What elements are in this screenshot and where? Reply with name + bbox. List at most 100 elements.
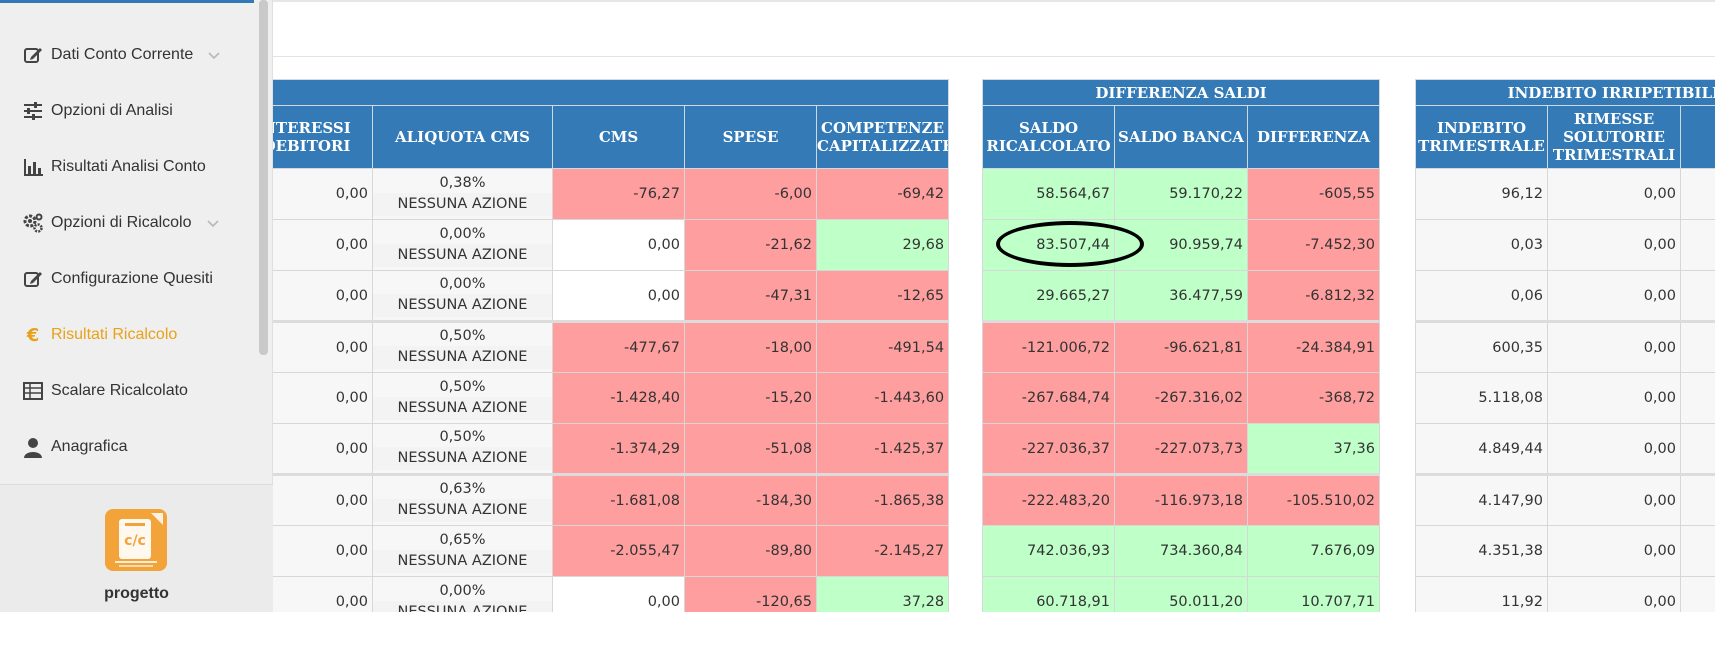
cms-cell: 0,00 [552,219,685,271]
sidebar-item-scalare-ricalcolato[interactable]: Scalare Ricalcolato [20,376,188,406]
aliquota-cms-cell: 0,00% NESSUNA AZIONE [372,270,553,322]
table-row: -222.483,20 -116.973,18 -105.510,02 [982,473,1380,526]
truncated-cell [1679,168,1715,220]
table-row: 83.507,44 90.959,74 -7.452,30 [982,219,1380,271]
aliquota-cms-cell: 0,38% NESSUNA AZIONE [372,168,553,220]
sidebar-item-label: Configurazione Quesiti [51,270,213,287]
column-header: RIMESSE SOLUTORIE TRIMESTRALI [1547,105,1681,169]
competenze-cell: -491,54 [815,320,950,373]
table-row: 5.118,08 0,00 [1415,372,1715,424]
cms-cell: -2.055,47 [552,525,685,577]
chevron-down-icon[interactable] [206,216,220,230]
aliquota-cms-cell: 0,00% NESSUNA AZIONE [372,219,553,271]
spese-cell: -6,00 [684,168,817,220]
saldo-ricalcolato-cell: 83.507,44 [982,219,1115,271]
truncated-cell [1679,320,1715,373]
truncated-cell [1679,576,1715,612]
sidebar-item-label: Risultati Analisi Conto [51,158,206,175]
saldo-banca-cell: -96.621,81 [1114,320,1248,373]
sidebar-item-dati-conto-corrente[interactable]: Dati Conto Corrente [20,40,221,70]
competenze-cell: -69,42 [815,168,950,220]
aliquota-value: 0,50% [439,429,486,445]
table-row: -267.684,74 -267.316,02 -368,72 [982,372,1380,424]
sidebar-item-risultati-analisi-conto[interactable]: Risultati Analisi Conto [20,152,206,182]
aliquota-value: 0,50% [439,328,486,344]
cms-cell: -1.374,29 [552,423,685,475]
rimesse-solutorie-cell: 0,00 [1547,423,1681,475]
saldo-banca-cell: -267.316,02 [1114,372,1248,424]
saldo-ricalcolato-cell: -267.684,74 [982,372,1115,424]
table-row: 0,00 0,63% NESSUNA AZIONE -1.681,08 -184,30-… [240,473,950,526]
differenza-cell: -368,72 [1247,372,1380,424]
chevron-down-icon[interactable] [207,48,221,62]
indebito-trimestrale-cell: 0,06 [1415,270,1548,322]
sidebar-item-label: Dati Conto Corrente [51,46,194,63]
cms-cell: -1.428,40 [552,372,685,424]
indebito-trimestrale-cell: 11,92 [1415,576,1548,612]
cms-cell: -477,67 [552,320,685,373]
column-header: SALDO RICALCOLATO [982,105,1115,169]
competenze-cell: -1.865,38 [815,473,950,526]
saldo-ricalcolato-cell: 29.665,27 [982,270,1115,322]
sidebar-item-label: Opzioni di Analisi [51,102,173,119]
sidebar-item-risultati-ricalcolo[interactable]: € Risultati Ricalcolo [20,320,178,350]
aliquota-cms-cell: 0,63% NESSUNA AZIONE [372,473,553,526]
table-row: 11,92 0,00 [1415,576,1715,612]
table-row: -121.006,72 -96.621,81 -24.384,91 [982,320,1380,373]
page-bottom-area [0,612,1715,648]
table-row: 4.849,44 0,00 [1415,423,1715,475]
competenze-cell: -1.443,60 [815,372,950,424]
indebito-trimestrale-cell: 5.118,08 [1415,372,1548,424]
saldo-ricalcolato-cell: -222.483,20 [982,473,1115,526]
calcolo-table: NTERESSI DEBITORI ALIQUOTA CMS CMS SPESE COM… [239,79,950,612]
truncated-cell [1679,473,1715,526]
rimesse-solutorie-cell: 0,00 [1547,320,1681,373]
truncated-cell [1679,423,1715,475]
table-row: 742.036,93 734.360,84 7.676,09 [982,525,1380,577]
table-row: 60.718,91 50.011,20 10.707,71 [982,576,1380,612]
indebito-trimestrale-cell: 600,35 [1415,320,1548,373]
differenza-cell: 7.676,09 [1247,525,1380,577]
sidebar-accent-bar [0,0,254,3]
euro-icon: € [20,324,46,346]
table-row: 0,06 0,00 [1415,270,1715,322]
truncated-cell [1679,525,1715,577]
cms-cell: 0,00 [552,270,685,322]
spese-cell: -51,08 [684,423,817,475]
column-header: CMS [552,105,685,169]
saldo-ricalcolato-cell: 742.036,93 [982,525,1115,577]
differenza-cell: -24.384,91 [1247,320,1380,373]
table-row: 0,00 0,65% NESSUNA AZIONE -2.055,47 -89,80 -2… [240,525,950,577]
project-label: progetto [104,585,169,602]
project-logo[interactable]: c/c [105,509,167,571]
indebito-trimestrale-cell: 4.849,44 [1415,423,1548,475]
cc-logo-icon: c/c [115,513,163,567]
rimesse-solutorie-cell: 0,00 [1547,219,1681,271]
sidebar-menu: Dati Conto Corrente Opzioni di Analisi Ris… [0,22,255,484]
rimesse-solutorie-cell: 0,00 [1547,525,1681,577]
saldo-banca-cell: -227.073,73 [1114,423,1248,475]
column-header: INDEBITO TRIMESTRALE [1415,105,1548,169]
sidebar-item-opzioni-di-ricalcolo[interactable]: Opzioni di Ricalcolo [20,208,220,238]
sidebar-item-anagrafica[interactable]: Anagrafica [20,432,128,462]
aliquota-value: 0,00% [439,276,486,292]
table-row: 4.147,90 0,00 [1415,473,1715,526]
sidebar-scrollbar[interactable] [259,0,268,355]
sidebar-item-opzioni-di-analisi[interactable]: Opzioni di Analisi [20,96,173,126]
saldo-banca-cell: 50.011,20 [1114,576,1248,612]
sidebar-item-label: Opzioni di Ricalcolo [51,214,192,231]
table-row: 0,00 0,00% NESSUNA AZIONE 0,00 -47,31 -12,65 [240,270,950,322]
sidebar-item-configurazione-quesiti[interactable]: Configurazione Quesiti [20,264,213,294]
saldo-banca-cell: 59.170,22 [1114,168,1248,220]
svg-text:€: € [26,325,40,346]
differenza-cell: -605,55 [1247,168,1380,220]
aliquota-value: 0,00% [439,225,486,242]
spese-cell: -18,00 [684,320,817,373]
differenza-cell: -105.510,02 [1247,473,1380,526]
table-row: 58.564,67 59.170,22 -605,55 [982,168,1380,220]
sidebar-item-label: Risultati Ricalcolo [51,326,178,343]
saldo-banca-cell: 90.959,74 [1114,219,1248,271]
azione-label: NESSUNA AZIONE [373,549,552,573]
sidebar: Dati Conto Corrente Opzioni di Analisi Ris… [0,0,273,612]
